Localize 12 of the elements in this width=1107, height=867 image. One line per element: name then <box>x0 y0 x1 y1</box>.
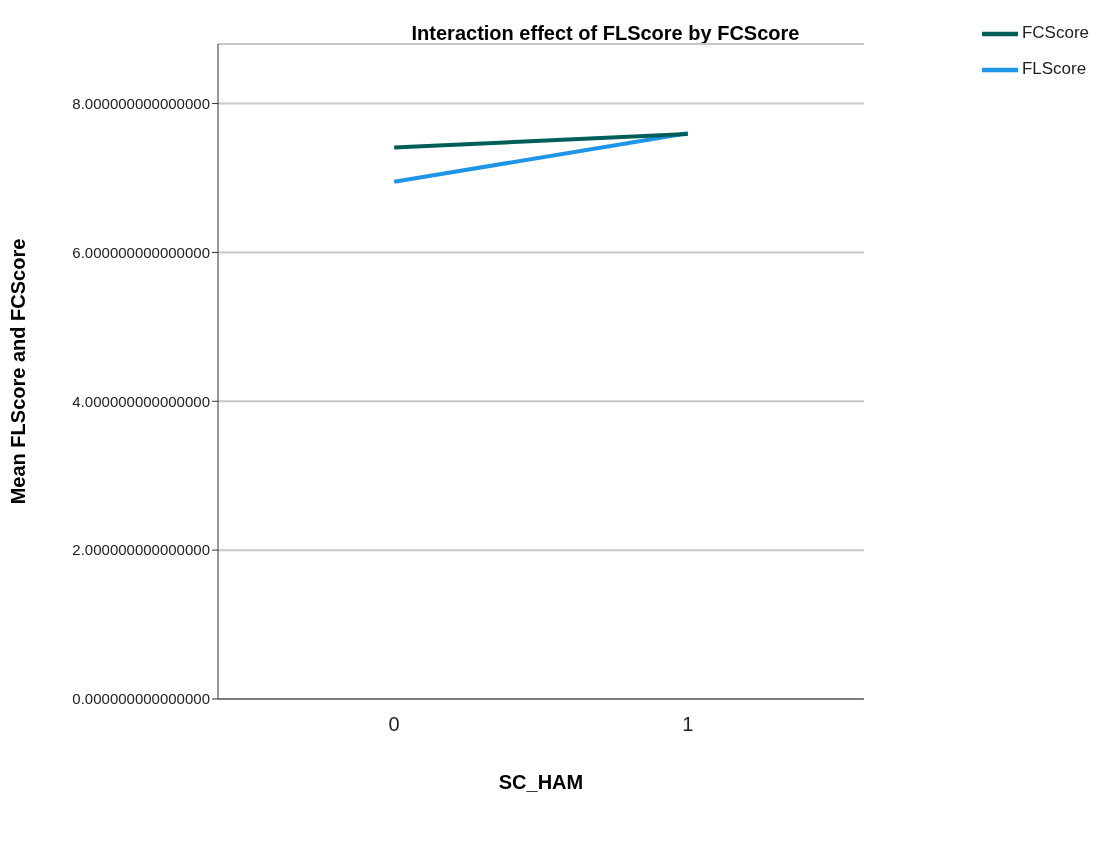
x-tick-label: 0 <box>388 713 400 736</box>
y-tick-label: 8.000000000000000 <box>72 94 210 112</box>
y-tick-label: 2.000000000000000 <box>72 541 210 559</box>
y-tick-label: 4.000000000000000 <box>72 392 210 410</box>
y-tick-label: 6.000000000000000 <box>72 243 210 261</box>
x-tick-label: 1 <box>682 713 694 736</box>
legend-label: FLScore <box>1021 59 1087 79</box>
y-axis-title: Mean FLScore and FCScore <box>7 238 30 505</box>
y-tick-label: 0.000000000000000 <box>72 690 210 708</box>
legend-label: FCScore <box>1021 23 1089 43</box>
x-axis-title: SC_HAM <box>498 771 584 793</box>
chart-title: Interaction effect of FLScore by FCScore <box>410 22 801 45</box>
